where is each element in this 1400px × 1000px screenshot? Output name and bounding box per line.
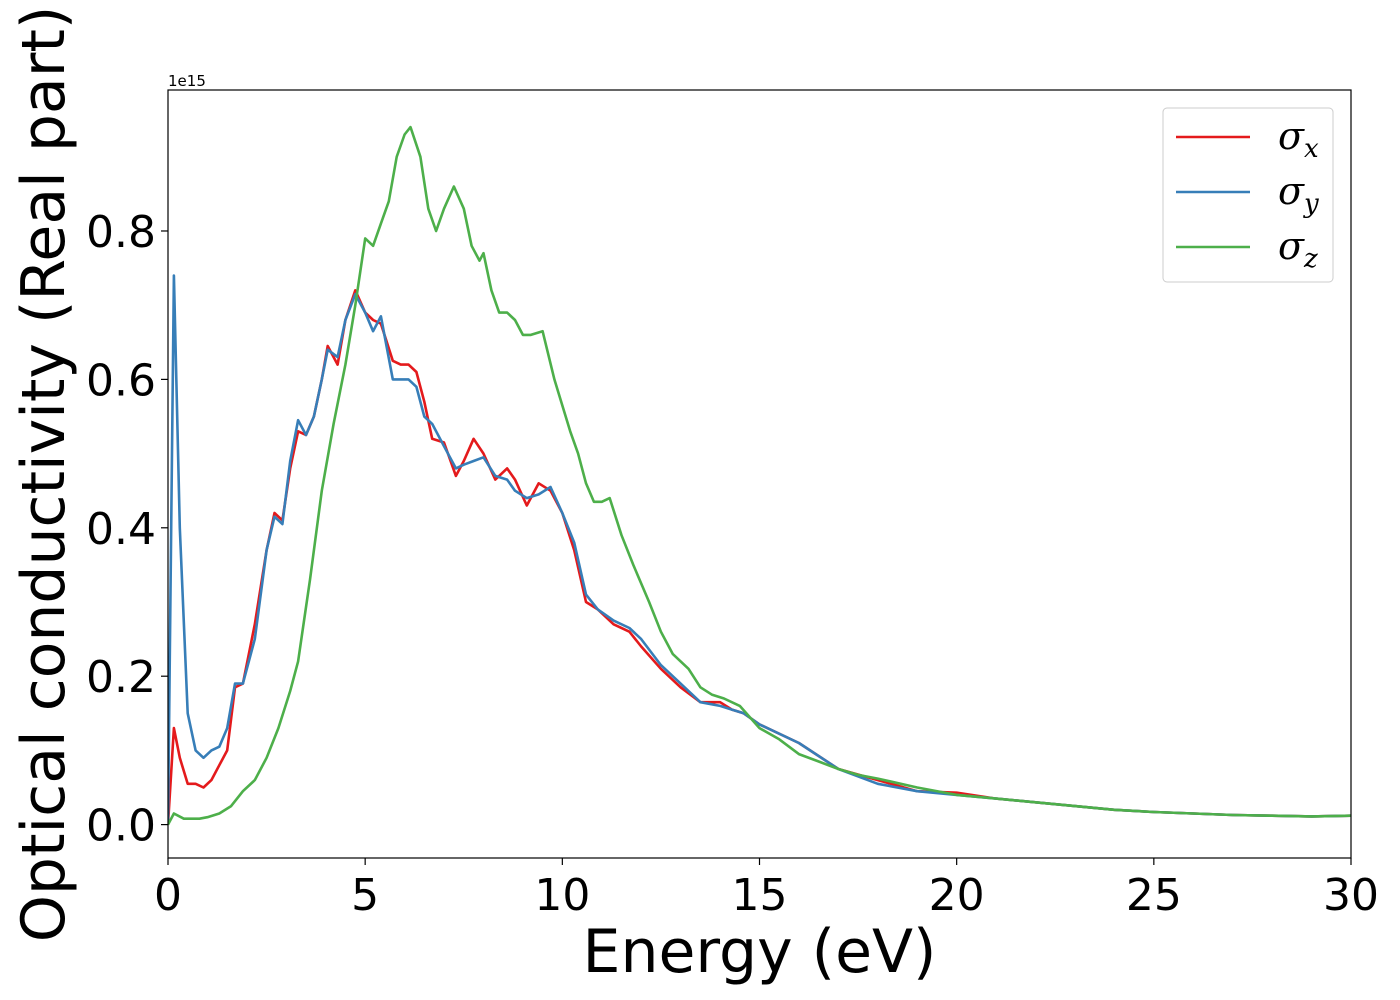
y-tick-label: 0.4 — [86, 504, 156, 555]
y-tick-label: 0.0 — [86, 801, 156, 852]
y-tick-label: 0.8 — [86, 207, 156, 258]
y-tick-label: 0.6 — [86, 355, 156, 406]
y-tick-label: 0.2 — [86, 652, 156, 703]
x-tick-label: 5 — [351, 870, 379, 921]
y-offset-text: 1e15 — [168, 72, 206, 90]
x-axis-title: Energy (eV) — [583, 917, 937, 987]
legend-label-z: σz — [1278, 224, 1318, 274]
x-axis-ticks: 0 5 10 15 20 25 30 — [154, 858, 1379, 921]
series-line-y — [168, 274, 1351, 825]
series-layer — [168, 125, 1351, 826]
x-tick-label: 15 — [732, 870, 788, 921]
x-tick-label: 25 — [1126, 870, 1182, 921]
legend-label-x: σx — [1278, 114, 1319, 164]
y-axis-ticks: 0.0 0.2 0.4 0.6 0.8 — [86, 207, 168, 852]
x-tick-label: 0 — [154, 870, 182, 921]
x-tick-label: 20 — [929, 870, 985, 921]
x-tick-label: 30 — [1323, 870, 1379, 921]
x-tick-label: 10 — [534, 870, 590, 921]
legend-label-y: σy — [1278, 169, 1319, 219]
series-line-z — [168, 125, 1351, 826]
y-axis-title: Optical conductivity (Real part) — [9, 6, 79, 943]
legend-box — [1162, 107, 1334, 283]
